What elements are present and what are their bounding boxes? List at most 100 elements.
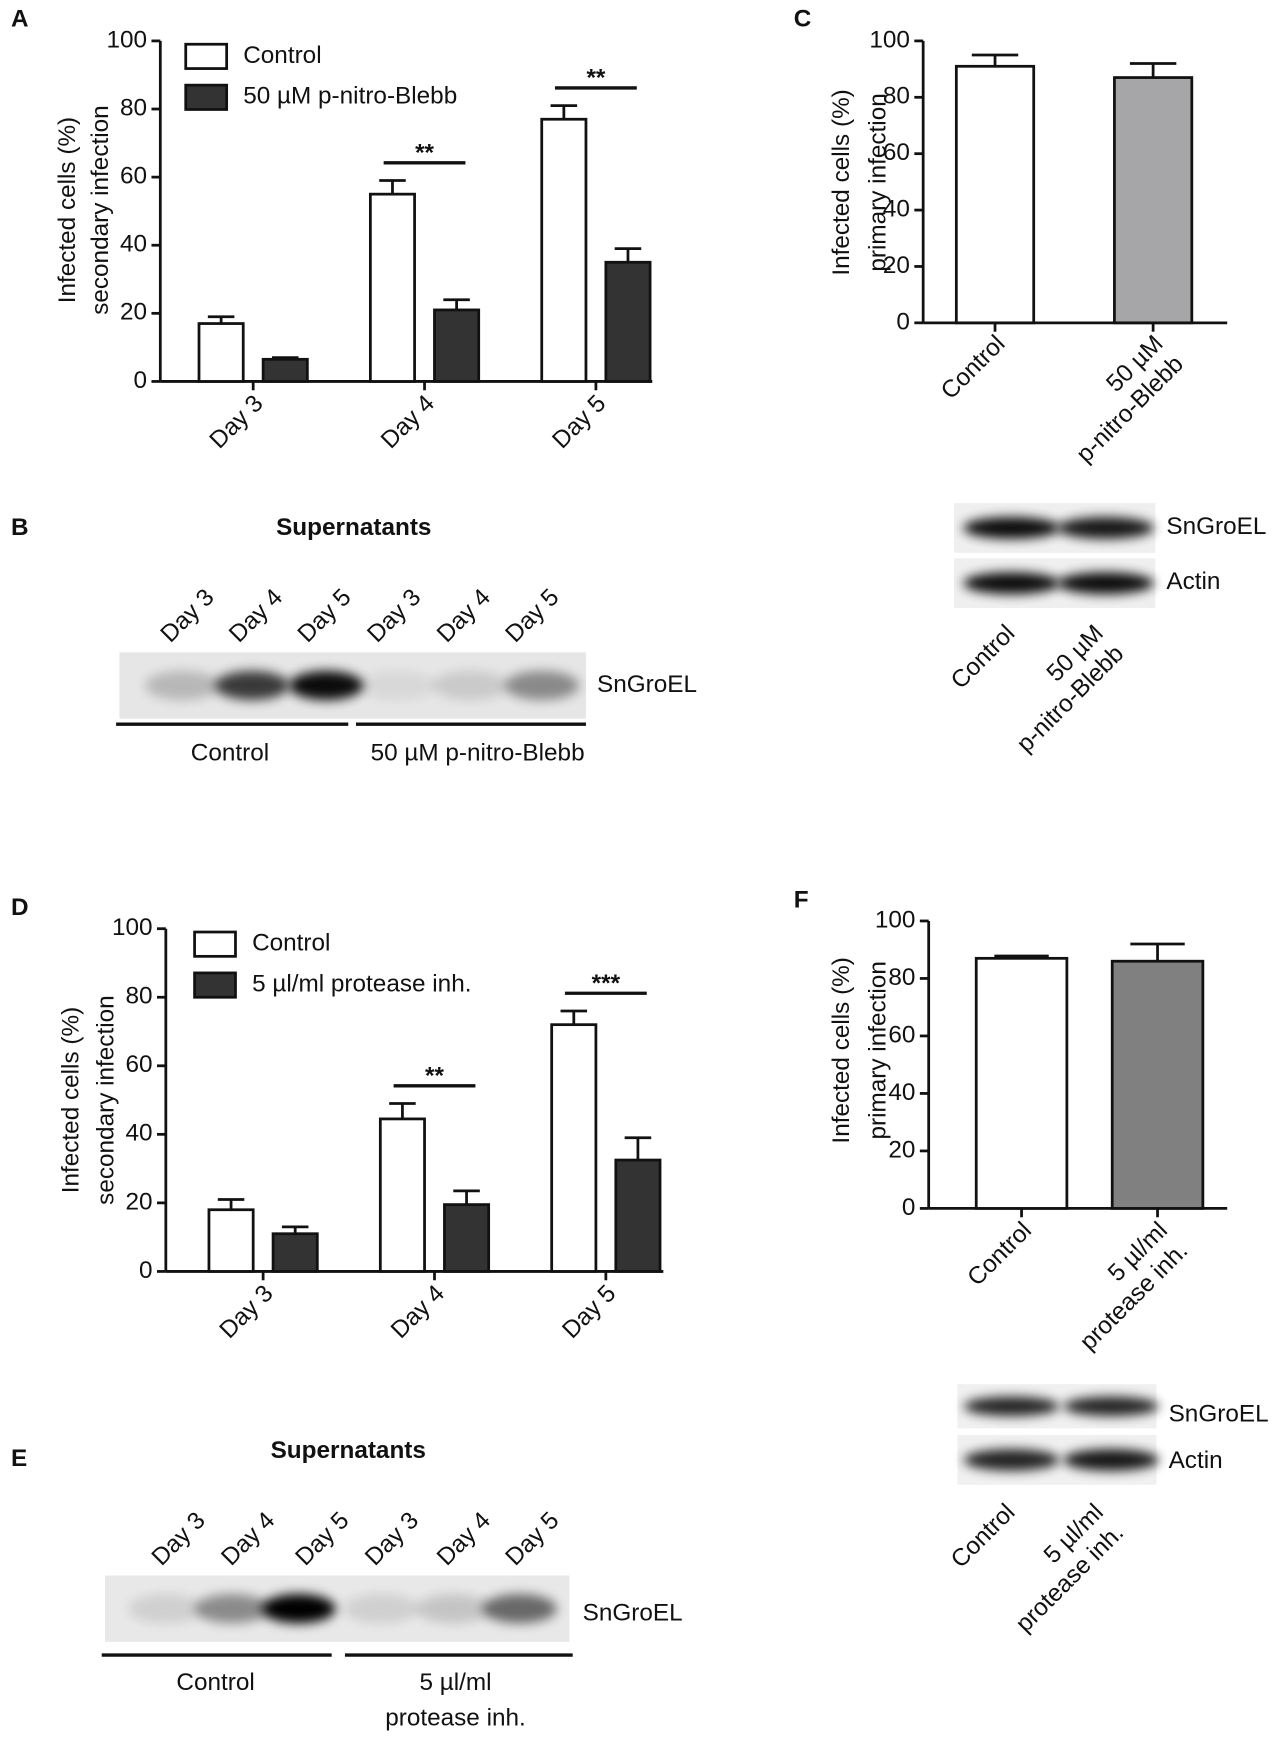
significance-label: ***: [592, 970, 621, 997]
bar: [974, 956, 1069, 1210]
legend-label: Control: [243, 42, 321, 69]
legend-swatch: [193, 971, 237, 999]
blot-band: [1057, 572, 1154, 595]
y-axis-label: Infected cells (%): [828, 957, 855, 1143]
protein-label: SnGroEL: [583, 1600, 683, 1627]
significance-label: **: [586, 65, 605, 92]
y-tick-label: 80: [126, 983, 153, 1010]
bar: [433, 308, 481, 383]
bar: [271, 1232, 319, 1273]
lane-label: Day 4: [224, 584, 288, 648]
bar: [614, 1158, 662, 1273]
panel-letter: D: [11, 894, 29, 921]
protein-label: Actin: [1169, 1447, 1223, 1474]
y-tick-label: 80: [888, 964, 915, 991]
group-label: Control: [191, 739, 269, 766]
blot-band: [145, 670, 220, 701]
panel-letter: E: [11, 1445, 27, 1472]
bar: [378, 1117, 426, 1273]
legend-swatch: [193, 930, 237, 958]
protein-label: SnGroEL: [1169, 1401, 1269, 1428]
panel-letter: F: [794, 886, 809, 913]
y-tick-label: 20: [888, 1136, 915, 1163]
y-axis-label: primary infection: [864, 961, 891, 1139]
y-tick-label: 0: [134, 367, 148, 394]
lane-label: Control: [946, 620, 1021, 695]
y-axis-label: Infected cells (%): [828, 89, 855, 275]
blot-band: [963, 1396, 1060, 1417]
group-label: 50 µM p-nitro-Blebb: [371, 739, 585, 766]
lane-label: Day 4: [432, 1507, 496, 1571]
lane-label: Day 3: [360, 1507, 424, 1571]
bar: [954, 64, 1036, 325]
bar: [540, 117, 588, 383]
blot-band: [416, 1594, 491, 1624]
bar: [443, 1203, 491, 1273]
blot-band: [214, 670, 290, 701]
y-tick-label: 40: [126, 1120, 153, 1147]
blot-band: [482, 1594, 557, 1624]
y-tick-label: 20: [120, 299, 147, 326]
x-tick-label: Day 3: [215, 1280, 279, 1344]
bar: [1113, 76, 1194, 325]
lane-label: Day 3: [362, 584, 426, 648]
group-label: 5 µl/ml: [419, 1669, 491, 1696]
blot-band: [344, 1594, 419, 1624]
blot-title: Supernatants: [276, 514, 431, 541]
x-tick-label: Control: [962, 1217, 1037, 1292]
y-axis-label: Infected cells (%): [57, 1007, 84, 1193]
blot-band: [963, 572, 1060, 595]
protein-label: SnGroEL: [1166, 513, 1266, 540]
panel-letter: A: [11, 5, 29, 32]
blot-band: [1063, 1396, 1159, 1417]
x-tick-label: Control: [936, 330, 1011, 405]
group-label: protease inh.: [385, 1705, 526, 1732]
legend-swatch: [184, 42, 229, 70]
x-tick-label: Day 3: [205, 390, 269, 454]
y-tick-label: 60: [126, 1051, 153, 1078]
legend-swatch: [184, 83, 229, 111]
lane-label: Day 5: [290, 1507, 354, 1571]
panel-letter: C: [794, 5, 812, 32]
y-tick-label: 0: [902, 1194, 916, 1221]
lane-label: Day 3: [147, 1507, 211, 1571]
protein-label: Actin: [1166, 568, 1220, 595]
x-tick-label: Day 5: [547, 390, 611, 454]
y-tick-label: 60: [888, 1021, 915, 1048]
bar: [604, 260, 652, 383]
blot-band: [1063, 1448, 1159, 1471]
lane-label: Control: [946, 1499, 1021, 1574]
bar: [261, 357, 309, 383]
blot-band: [288, 670, 364, 701]
y-tick-label: 40: [888, 1079, 915, 1106]
x-tick-label: Day 4: [386, 1280, 450, 1344]
blot-band: [360, 670, 436, 701]
lane-label: Day 4: [432, 584, 496, 648]
y-tick-label: 100: [869, 26, 910, 53]
y-axis-label: primary infection: [864, 93, 891, 271]
blot-band: [963, 1448, 1060, 1471]
blot-band: [432, 670, 508, 701]
group-label: Control: [176, 1669, 254, 1696]
y-tick-label: 100: [875, 906, 916, 933]
legend-label: 50 µM p-nitro-Blebb: [243, 83, 457, 110]
lane-label: Day 5: [500, 584, 564, 648]
panel-letter: B: [11, 514, 29, 541]
y-tick-label: 60: [120, 163, 147, 190]
lane-label: Day 5: [293, 584, 357, 648]
y-axis-label: secondary infection: [87, 105, 114, 314]
legend-label: Control: [252, 930, 330, 957]
y-tick-label: 20: [883, 252, 910, 279]
lane-label: Day 3: [156, 584, 220, 648]
blot-band: [128, 1594, 203, 1624]
blot-band: [963, 516, 1060, 539]
y-tick-label: 80: [120, 94, 147, 121]
x-tick-label: Day 4: [376, 390, 440, 454]
blot-band: [1057, 516, 1154, 539]
lane-label: Day 4: [216, 1507, 280, 1571]
y-tick-label: 0: [139, 1257, 153, 1284]
significance-label: **: [415, 139, 434, 166]
bar: [207, 1208, 255, 1273]
blot-title: Supernatants: [271, 1437, 426, 1464]
